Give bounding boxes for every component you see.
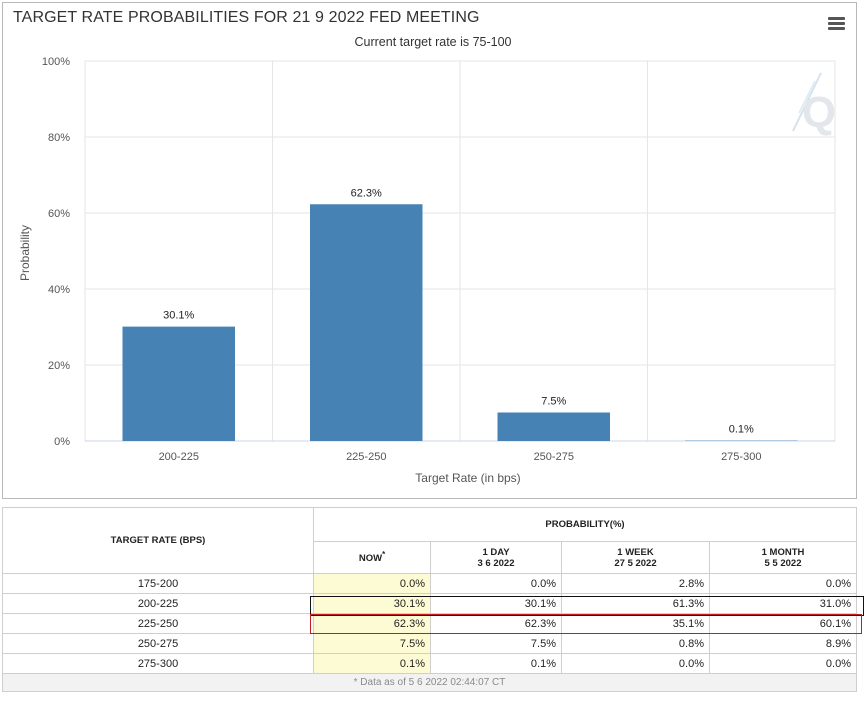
- watermark-logo-icon: Q: [792, 72, 836, 137]
- header-1-week-date: 27 5 2022: [614, 557, 657, 569]
- month-cell: 0.0%: [709, 653, 857, 674]
- table-row: 200-225 30.1% 30.1% 61.3% 31.0%: [2, 593, 857, 614]
- table-row: 175-200 0.0% 0.0% 2.8% 0.0%: [2, 573, 857, 594]
- day-cell: 62.3%: [430, 613, 562, 634]
- x-tick-label: 200-225: [159, 451, 199, 463]
- y-tick-label: 100%: [42, 56, 70, 68]
- hamburger-menu-icon[interactable]: [828, 17, 845, 32]
- month-cell: 31.0%: [709, 593, 857, 614]
- week-cell: 0.0%: [561, 653, 710, 674]
- day-cell: 0.0%: [430, 573, 562, 594]
- bar-group: [122, 204, 798, 442]
- y-axis-label: Probability: [18, 225, 32, 281]
- table-row: 275-300 0.1% 0.1% 0.0% 0.0%: [2, 653, 857, 674]
- header-now-label: NOW: [358, 553, 383, 565]
- bar-225-250[interactable]: [310, 204, 423, 441]
- header-now-asterisk: *: [382, 550, 386, 560]
- day-cell: 0.1%: [430, 653, 562, 674]
- header-1-month-date: 5 5 2022: [764, 557, 802, 569]
- week-cell: 2.8%: [561, 573, 710, 594]
- x-tick-label: 250-275: [534, 451, 574, 463]
- week-cell: 35.1%: [561, 613, 710, 634]
- header-target-rate: TARGET RATE (BPS): [2, 507, 314, 574]
- data-label-225-250: 62.3%: [351, 187, 382, 199]
- bar-chart: Q 30.1% 62.3% 7.5% 0.1% 200-225 225-250 250-2…: [18, 56, 836, 485]
- x-tick-label: 225-250: [346, 451, 386, 463]
- rate-cell: 200-225: [2, 593, 314, 614]
- y-tick-label: 80%: [48, 132, 70, 144]
- data-timestamp-footnote: * Data as of 5 6 2022 02:44:07 CT: [2, 673, 857, 692]
- week-cell: 0.8%: [561, 633, 710, 654]
- rate-cell: 275-300: [2, 653, 314, 674]
- now-cell: 7.5%: [313, 633, 431, 654]
- data-label-group: 30.1% 62.3% 7.5% 0.1%: [163, 187, 754, 435]
- y-tick-label: 20%: [48, 360, 70, 372]
- watermark-letter: Q: [802, 88, 836, 137]
- header-probability: PROBABILITY(%): [313, 507, 857, 542]
- table-row: 225-250 62.3% 62.3% 35.1% 60.1%: [2, 613, 857, 634]
- bar-250-275[interactable]: [497, 412, 611, 442]
- now-cell: 0.1%: [313, 653, 431, 674]
- y-tick-label: 40%: [48, 284, 70, 296]
- day-cell: 30.1%: [430, 593, 562, 614]
- day-cell: 7.5%: [430, 633, 562, 654]
- header-1-month-label: 1 MONTH: [761, 546, 805, 558]
- x-tick-label: 275-300: [721, 451, 761, 463]
- data-label-200-225: 30.1%: [163, 310, 194, 322]
- bar-200-225[interactable]: [122, 326, 236, 441]
- header-1-month: 1 MONTH 5 5 2022: [709, 541, 857, 574]
- chart-container: TARGET RATE PROBABILITIES FOR 21 9 2022 …: [2, 2, 857, 499]
- data-label-250-275: 7.5%: [541, 396, 566, 408]
- header-1-week-label: 1 WEEK: [617, 546, 654, 558]
- chart-title: TARGET RATE PROBABILITIES FOR 21 9 2022 …: [13, 9, 480, 26]
- header-1-day-label: 1 DAY: [482, 546, 510, 558]
- header-1-day: 1 DAY 3 6 2022: [430, 541, 562, 574]
- rate-cell: 250-275: [2, 633, 314, 654]
- now-cell: 0.0%: [313, 573, 431, 594]
- rate-cell: 175-200: [2, 573, 314, 594]
- header-now: NOW*: [313, 541, 431, 574]
- y-tick-group: 0% 20% 40% 60% 80% 100%: [42, 56, 70, 448]
- chart-subtitle: Current target rate is 75-100: [354, 35, 512, 49]
- probability-table: TARGET RATE (BPS) PROBABILITY(%) NOW* 1 …: [2, 507, 857, 692]
- month-cell: 60.1%: [709, 613, 857, 634]
- month-cell: 8.9%: [709, 633, 857, 654]
- header-1-day-date: 3 6 2022: [477, 557, 515, 569]
- y-tick-label: 60%: [48, 208, 70, 220]
- table-row: 250-275 7.5% 7.5% 0.8% 8.9%: [2, 633, 857, 654]
- month-cell: 0.0%: [709, 573, 857, 594]
- data-label-275-300: 0.1%: [729, 424, 754, 436]
- now-cell: 62.3%: [313, 613, 431, 634]
- header-1-week: 1 WEEK 27 5 2022: [561, 541, 710, 574]
- rate-cell: 225-250: [2, 613, 314, 634]
- x-tick-group: 200-225 225-250 250-275 275-300: [159, 451, 762, 463]
- y-tick-label: 0%: [54, 436, 70, 448]
- now-cell: 30.1%: [313, 593, 431, 614]
- week-cell: 61.3%: [561, 593, 710, 614]
- x-axis-label: Target Rate (in bps): [415, 471, 520, 485]
